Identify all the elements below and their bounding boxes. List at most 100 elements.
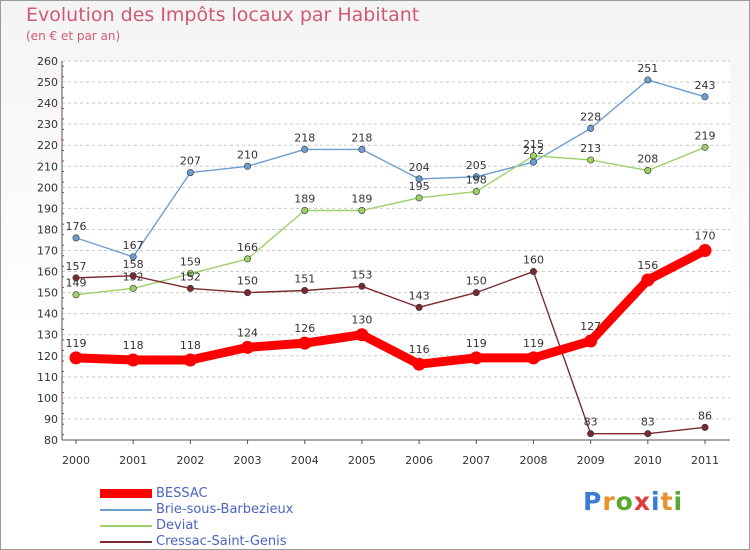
data-label: 157 bbox=[66, 260, 87, 273]
x-tick-label: 2003 bbox=[234, 454, 262, 467]
data-label: 143 bbox=[409, 289, 430, 302]
y-tick-label: 180 bbox=[37, 223, 58, 236]
y-tick-label: 80 bbox=[44, 434, 58, 447]
y-tick-label: 250 bbox=[37, 76, 58, 89]
data-label: 198 bbox=[466, 174, 487, 187]
data-label: 189 bbox=[351, 192, 372, 205]
y-tick-label: 190 bbox=[37, 202, 58, 215]
data-point bbox=[587, 430, 595, 438]
data-point bbox=[301, 145, 309, 153]
data-point bbox=[129, 284, 137, 292]
data-point bbox=[472, 188, 480, 196]
data-label: 151 bbox=[294, 273, 315, 286]
data-label: 195 bbox=[409, 180, 430, 193]
data-point bbox=[526, 351, 540, 365]
data-point bbox=[129, 253, 137, 261]
y-tick-label: 210 bbox=[37, 160, 58, 173]
data-point bbox=[358, 282, 366, 290]
data-point bbox=[644, 76, 652, 84]
data-point bbox=[301, 206, 309, 214]
y-tick-label: 100 bbox=[37, 392, 58, 405]
data-label: 166 bbox=[237, 241, 258, 254]
y-tick-label: 120 bbox=[37, 350, 58, 363]
y-tick-label: 230 bbox=[37, 118, 58, 131]
data-point bbox=[529, 158, 537, 166]
data-label: 207 bbox=[180, 155, 201, 168]
x-tick-label: 2000 bbox=[62, 454, 90, 467]
x-tick-label: 2010 bbox=[634, 454, 662, 467]
logo-letter: t bbox=[660, 487, 674, 516]
data-label: 210 bbox=[237, 148, 258, 161]
data-point bbox=[584, 334, 598, 348]
legend-swatch bbox=[100, 509, 152, 511]
data-point bbox=[701, 423, 709, 431]
data-point bbox=[415, 194, 423, 202]
y-tick-label: 110 bbox=[37, 371, 58, 384]
data-label: 159 bbox=[180, 256, 201, 269]
proxiti-logo: Proxiti bbox=[583, 487, 683, 516]
y-tick-label: 90 bbox=[44, 413, 58, 426]
logo-letter: i bbox=[673, 487, 684, 516]
data-point bbox=[186, 169, 194, 177]
data-label: 215 bbox=[523, 138, 544, 151]
data-point bbox=[469, 351, 483, 365]
data-point bbox=[529, 268, 537, 276]
data-label: 119 bbox=[523, 337, 544, 350]
y-tick-label: 130 bbox=[37, 329, 58, 342]
data-label: 251 bbox=[637, 62, 658, 75]
data-point bbox=[186, 270, 194, 278]
data-point bbox=[298, 336, 312, 350]
y-tick-label: 220 bbox=[37, 139, 58, 152]
data-point bbox=[126, 353, 140, 367]
data-label: 150 bbox=[466, 275, 487, 288]
data-point bbox=[587, 124, 595, 132]
chart-subtitle: (en € et par an) bbox=[26, 29, 121, 43]
logo-letter: r bbox=[602, 487, 616, 516]
logo-letter: x bbox=[633, 487, 651, 516]
data-point bbox=[355, 328, 369, 342]
legend-item: Deviat bbox=[100, 518, 420, 534]
data-point bbox=[129, 272, 137, 280]
data-point bbox=[72, 274, 80, 282]
legend: BESSAC Brie-sous-Barbezieux Deviat Cressac-… bbox=[100, 486, 420, 550]
y-tick-label: 150 bbox=[37, 287, 58, 300]
legend-item: Brie-sous-Barbezieux bbox=[100, 502, 420, 518]
series-line-bessac bbox=[71, 246, 710, 369]
data-point bbox=[358, 145, 366, 153]
data-label: 212 bbox=[523, 144, 544, 157]
data-label: 153 bbox=[351, 268, 372, 281]
data-point bbox=[301, 287, 309, 295]
series-line-brie-sous-barbezieux bbox=[75, 79, 706, 258]
data-point bbox=[644, 166, 652, 174]
legend-label: Deviat bbox=[156, 518, 199, 533]
y-tick-label: 170 bbox=[37, 245, 58, 258]
data-point bbox=[641, 273, 655, 287]
x-tick-label: 2002 bbox=[176, 454, 204, 467]
x-tick-label: 2007 bbox=[462, 454, 490, 467]
data-point bbox=[186, 284, 194, 292]
chart-title: Evolution des Impôts locaux par Habitant bbox=[26, 4, 420, 26]
x-tick-label: 2005 bbox=[348, 454, 376, 467]
data-label: 118 bbox=[180, 339, 201, 352]
legend-label: Brie-sous-Barbezieux bbox=[156, 502, 294, 517]
data-point bbox=[69, 351, 83, 365]
logo-letter: P bbox=[583, 487, 603, 516]
legend-label: BESSAC bbox=[156, 486, 208, 501]
data-label: 149 bbox=[66, 277, 87, 290]
data-label: 126 bbox=[294, 322, 315, 335]
data-label: 189 bbox=[294, 192, 315, 205]
data-point bbox=[472, 173, 480, 181]
data-point bbox=[412, 357, 426, 371]
series-line-cressac-saint-genis bbox=[75, 270, 706, 435]
x-tick-label: 2011 bbox=[691, 454, 719, 467]
data-point bbox=[358, 206, 366, 214]
x-tick-label: 2009 bbox=[577, 454, 605, 467]
data-point bbox=[472, 289, 480, 297]
data-label: 119 bbox=[66, 337, 87, 350]
data-point bbox=[72, 291, 80, 299]
legend-item: Cressac-Saint-Genis bbox=[100, 534, 420, 550]
data-label: 118 bbox=[123, 339, 144, 352]
legend-label: Cressac-Saint-Genis bbox=[156, 534, 287, 549]
data-label: 205 bbox=[466, 159, 487, 172]
x-tick-label: 2008 bbox=[519, 454, 547, 467]
